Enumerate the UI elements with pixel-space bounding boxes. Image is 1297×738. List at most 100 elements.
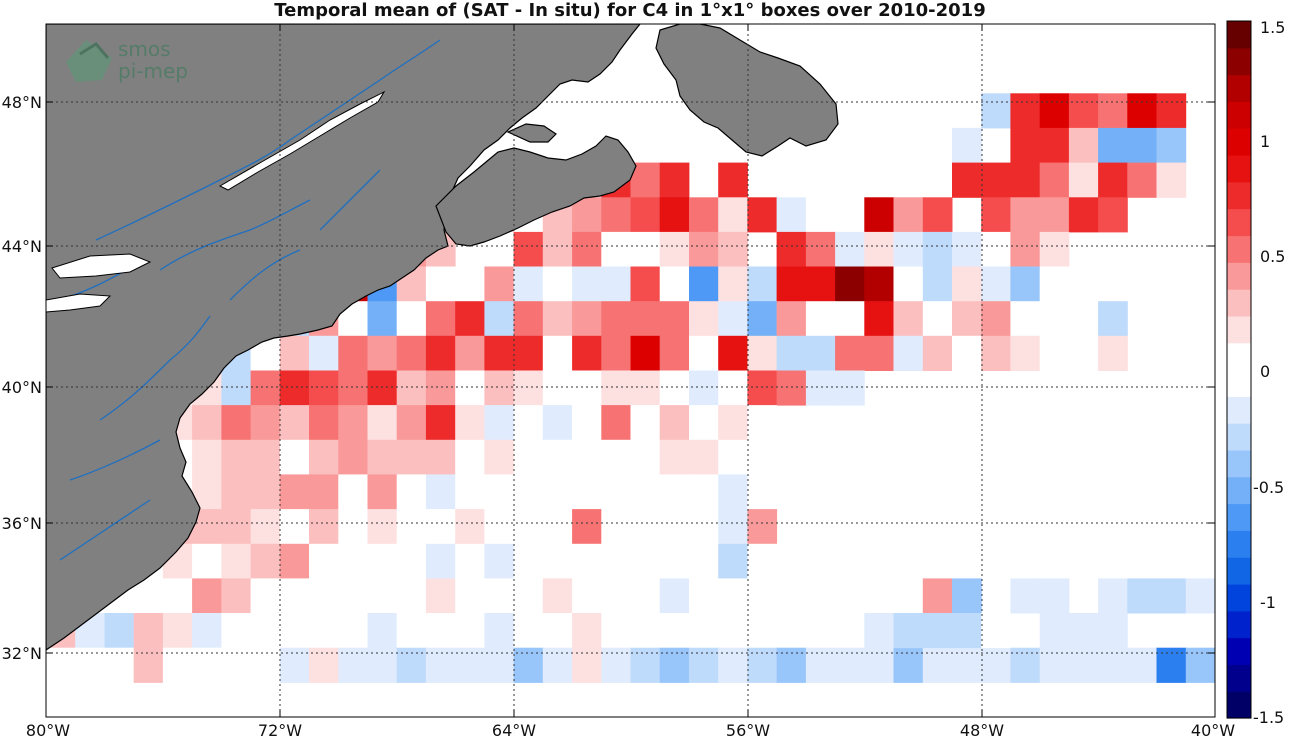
- colorbar-segment: [1227, 101, 1251, 129]
- heatmap-cell: [981, 162, 1011, 198]
- heatmap-cell: [542, 370, 573, 406]
- heatmap-cell: [835, 370, 865, 406]
- heatmap-cell: [1010, 197, 1041, 233]
- heatmap-cell: [601, 509, 631, 545]
- heatmap-cell: [1068, 613, 1099, 649]
- colorbar-segment: [1227, 369, 1251, 397]
- heatmap-cell: [689, 301, 719, 337]
- heatmap-cell: [893, 231, 924, 267]
- colorbar: [1227, 21, 1251, 719]
- heatmap-cell: [630, 509, 661, 545]
- heatmap-cell: [455, 509, 485, 545]
- heatmap-cell: [542, 474, 573, 510]
- map-frame: [45, 23, 1216, 718]
- heatmap-cell: [601, 405, 631, 441]
- lat-label-32n: 32°N: [2, 644, 42, 663]
- heatmap-cell: [367, 647, 398, 683]
- heatmap-cell: [513, 370, 544, 406]
- lon-label-64w: 64°W: [492, 721, 536, 738]
- heatmap-cell: [952, 162, 982, 198]
- logo-text-line2: pi-mep: [118, 59, 188, 83]
- heatmap-cell: [864, 613, 894, 649]
- heatmap-cell: [659, 474, 690, 510]
- heatmap-cell: [1010, 578, 1041, 614]
- lat-label-40n: 40°N: [2, 378, 42, 397]
- heatmap-cell: [221, 613, 252, 649]
- heatmap-cell: [952, 266, 982, 302]
- heatmap-cell: [338, 439, 368, 475]
- heatmap-cell: [192, 405, 222, 441]
- heatmap-cell: [630, 335, 661, 371]
- heatmap-cell: [689, 266, 719, 302]
- heatmap-cell: [601, 647, 631, 683]
- heatmap-cell: [279, 613, 310, 649]
- heatmap-cell: [396, 405, 427, 441]
- heatmap-cell: [689, 578, 719, 614]
- colorbar-segment: [1227, 262, 1251, 290]
- heatmap-cell: [513, 439, 544, 475]
- heatmap-cell: [221, 543, 252, 579]
- heatmap-cell: [689, 197, 719, 233]
- heatmap-cell: [572, 613, 602, 649]
- lakes: [46, 90, 386, 313]
- heatmap-cell: [864, 335, 894, 371]
- colorbar-segment: [1227, 423, 1251, 451]
- colorbar-segment: [1227, 21, 1251, 49]
- heatmap-cell: [835, 301, 865, 337]
- colorbar-label-neg1.5: -1.5: [1253, 708, 1284, 727]
- heatmap-cell: [46, 613, 47, 649]
- heatmap-cell: [1127, 578, 1157, 614]
- heatmap-cell: [835, 266, 865, 302]
- heatmap-cell: [1156, 647, 1187, 683]
- heatmap-cell: [835, 335, 865, 371]
- heatmap-cell: [279, 474, 310, 510]
- heatmap-cell: [1039, 162, 1070, 198]
- heatmap-cell: [367, 509, 398, 545]
- heatmap-cell: [0, 578, 17, 613]
- heatmap-cell: [689, 335, 719, 371]
- heatmap-cell: [367, 474, 398, 510]
- heatmap-cell: [192, 613, 222, 649]
- heatmap-cell: [659, 301, 690, 337]
- heatmap-cell: [367, 578, 398, 614]
- heatmap-cell: [747, 647, 778, 683]
- heatmap-cell: [718, 335, 748, 371]
- heatmap-cell: [162, 578, 193, 614]
- heatmap-cell: [805, 266, 836, 302]
- heatmap-cell: [1127, 93, 1157, 129]
- colorbar-segment: [1227, 530, 1251, 558]
- heatmap-cell: [1156, 93, 1187, 129]
- heatmap-cell: [1068, 162, 1099, 198]
- heatmap-cell: [659, 405, 690, 441]
- heatmap-cell: [1068, 301, 1099, 337]
- heatmap-cell: [572, 474, 602, 510]
- heatmap-cell: [572, 370, 602, 406]
- heatmap-cell: [922, 613, 953, 649]
- heatmap-cell: [689, 647, 719, 683]
- heatmap-cell: [1010, 127, 1041, 164]
- colorbar-segment: [1227, 476, 1251, 505]
- heatmap-cell: [893, 197, 924, 233]
- heatmap-cell: [1185, 578, 1215, 614]
- heatmap-cell: [718, 543, 748, 579]
- heatmap-cell: [542, 439, 573, 475]
- heatmap-cell: [1010, 647, 1041, 683]
- heatmap-cell: [484, 335, 515, 371]
- heatmap-cell: [162, 613, 193, 649]
- heatmap-cell: [659, 162, 690, 198]
- lat-label-44n: 44°N: [2, 237, 42, 256]
- heatmap-cell: [279, 405, 310, 441]
- heatmap-cell: [484, 474, 515, 510]
- heatmap-cell: [425, 647, 456, 683]
- heatmap-cell: [396, 335, 427, 371]
- heatmap-cell: [542, 509, 573, 545]
- heatmap-cell: [192, 647, 222, 683]
- lon-label-80w: 80°W: [26, 721, 70, 738]
- lat-label-48n: 48°N: [2, 93, 42, 112]
- heatmap-cell: [250, 439, 281, 475]
- heatmap-cell: [279, 335, 310, 371]
- heatmap-cell: [659, 335, 690, 371]
- heatmap-cell: [455, 439, 485, 475]
- heatmap-cell: [572, 405, 602, 441]
- heatmap-cell: [747, 439, 778, 475]
